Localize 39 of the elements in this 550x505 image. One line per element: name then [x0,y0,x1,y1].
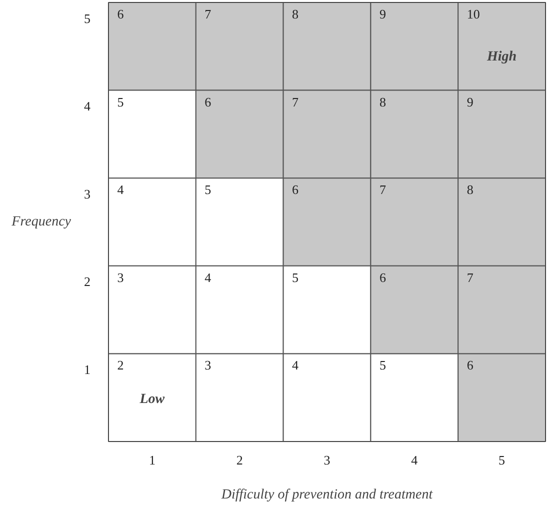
y-tick-label: 2 [84,274,90,290]
y-tick-label: 5 [84,10,90,26]
y-tick-label: 4 [84,98,91,114]
data-label: 9 [466,94,474,110]
y-tick-label: 3 [84,186,90,202]
data-label: 10 [466,6,480,22]
data-label: 6 [204,94,212,110]
data-label: 9 [379,6,386,22]
y-axis-title: Frequency [10,214,72,230]
data-label: 8 [292,6,299,22]
data-label: 3 [204,358,212,373]
x-tick-label: 1 [148,452,156,468]
annotation: High [486,49,517,64]
data-label: 5 [379,358,386,373]
data-label: 8 [379,94,386,110]
data-label: 3 [117,270,124,285]
data-label: 7 [292,94,300,110]
x-axis-title: Difficulty of prevention and treatment [220,488,434,502]
annotation: Low [138,392,166,407]
data-label: 6 [466,358,474,373]
data-label: 8 [466,182,474,198]
y-tick-label: 1 [84,362,90,378]
data-label: 2 [117,358,124,373]
data-label: 4 [117,182,124,198]
x-tick-label: 2 [236,452,243,468]
data-label: 4 [292,358,300,373]
data-label: 6 [379,270,386,285]
data-label: 6 [292,182,300,198]
data-label: 5 [292,270,299,285]
x-tick-label: 3 [324,452,330,468]
data-label: 5 [204,182,212,198]
x-tick-label: 4 [411,452,418,468]
data-label: 7 [204,6,212,22]
data-label: 6 [117,6,124,22]
data-label: 7 [466,270,474,285]
data-label: 4 [204,270,212,285]
data-label: 5 [117,94,124,110]
x-tick-label: 5 [498,452,506,468]
data-label: 7 [379,182,386,198]
